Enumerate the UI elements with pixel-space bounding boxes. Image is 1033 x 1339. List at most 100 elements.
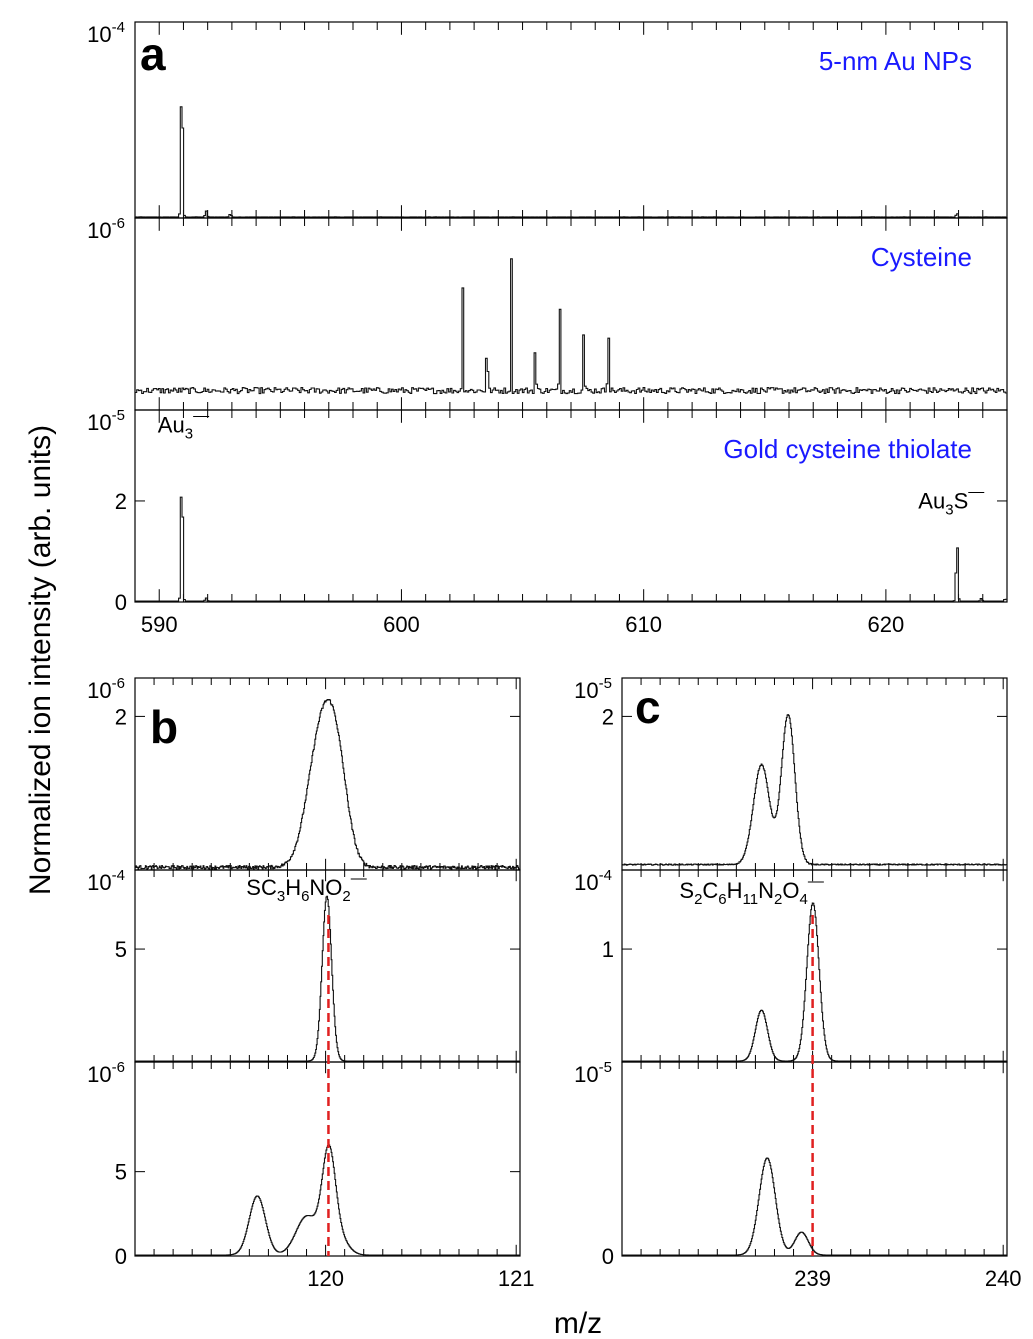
spectrum-trace [622, 1157, 1007, 1256]
peak-label-sub5: 4 [799, 891, 807, 908]
y-exponent-label: 10-6 [87, 1059, 125, 1087]
x-tick-label: 620 [868, 612, 905, 637]
spectrum-trace [135, 1144, 520, 1256]
y-exponent-power: -5 [599, 1059, 612, 1076]
subplot-a-2: 10-6 Cysteine [87, 215, 1008, 411]
peak-label-charge: — [193, 408, 209, 425]
y-tick-label: 5 [115, 937, 127, 962]
y-tick-label: 2 [115, 704, 127, 729]
peak-label-sub: 2 [694, 891, 702, 908]
y-exponent-power: -6 [112, 215, 125, 232]
y-tick-label: 1 [602, 937, 614, 962]
subplot-c-3: 0 10-5 [574, 1059, 1008, 1269]
peak-label-sub: 3 [945, 502, 953, 519]
peak-label-sub3: 11 [743, 891, 759, 908]
subplot-title: Cysteine [871, 242, 972, 272]
peak-label-tail: C [702, 878, 718, 903]
peak-label-base: Au [918, 489, 945, 514]
peak-label: Au3— [158, 408, 209, 443]
subplot-frame [621, 1061, 1008, 1257]
subplot-b-3: 0 5 10-6 [87, 1059, 521, 1269]
y-exponent-label: 10-6 [87, 215, 125, 243]
peak-label-tail2: H [727, 878, 743, 903]
peak-label: Au3S— [918, 484, 984, 519]
y-exponent-label: 10-5 [574, 675, 612, 703]
subplot-b-1: 210-6 [87, 675, 521, 871]
subplot-frame [134, 677, 521, 871]
peak-label-tail2: NO [309, 875, 342, 900]
subplot-title: 5-nm Au NPs [819, 46, 972, 76]
peak-label-sub: 3 [185, 426, 193, 443]
y-exponent-power: -6 [112, 1059, 125, 1076]
y-exponent-base: 10 [87, 1062, 111, 1087]
spectrum-trace [135, 258, 1008, 395]
x-tick-label: 240 [985, 1266, 1022, 1291]
peak-label: SC3H6NO2— [246, 870, 366, 905]
y-tick-label: 2 [602, 704, 614, 729]
y-tick-label: 2 [115, 489, 127, 514]
y-exponent-power: -5 [112, 407, 125, 424]
peak-label-charge: — [968, 484, 984, 501]
panel-letter: b [150, 701, 178, 753]
x-tick-label: 120 [307, 1266, 344, 1291]
y-exponent-label: 10-4 [574, 867, 612, 895]
subplot-c-1: 210-5 [574, 675, 1008, 871]
y-exponent-power: -4 [112, 867, 125, 884]
y-tick-label: 0 [602, 1244, 614, 1269]
peak-label-charge: — [808, 873, 824, 890]
y-exponent-label: 10-5 [574, 1059, 612, 1087]
y-tick-label: 0 [115, 1244, 127, 1269]
peak-label-base: S [679, 878, 694, 903]
spectrum-trace [622, 714, 1007, 866]
subplot-a-1: 10-4 5-nm Au NPs [87, 19, 1008, 219]
y-exponent-base: 10 [87, 410, 111, 435]
peak-label-tail: S [954, 489, 969, 514]
y-axis-label: Normalized ion intensity (arb. units) [24, 425, 57, 895]
y-exponent-base: 10 [87, 870, 111, 895]
x-tick-label: 239 [794, 1266, 831, 1291]
y-exponent-power: -4 [112, 19, 125, 36]
y-exponent-label: 10-6 [87, 675, 125, 703]
y-exponent-label: 10-4 [87, 867, 125, 895]
peak-label-charge: — [351, 870, 367, 887]
peak-label-tail: H [285, 875, 301, 900]
peak-label-tail4: O [782, 878, 799, 903]
spectrum-trace [135, 496, 1008, 602]
y-exponent-label: 10-4 [87, 19, 125, 47]
peak-label-sub2: 6 [301, 888, 309, 905]
peak-label-sub: 3 [277, 888, 285, 905]
panel-letter: a [140, 28, 166, 80]
y-tick-label: 5 [115, 1160, 127, 1185]
peak-label-base: Au [158, 413, 185, 438]
peak-label: S2C6H11N2O4— [679, 873, 823, 908]
x-tick-label: 610 [625, 612, 662, 637]
panel-letter: c [635, 681, 661, 733]
spectrum-trace [135, 895, 520, 1062]
subplot-title: Gold cysteine thiolate [723, 434, 972, 464]
y-exponent-base: 10 [574, 678, 598, 703]
y-exponent-power: -5 [599, 675, 612, 692]
spectrum-trace [135, 698, 521, 870]
x-tick-label: 590 [141, 612, 178, 637]
spectrum-trace [135, 106, 1008, 218]
peak-label-sub4: 2 [774, 891, 782, 908]
y-exponent-base: 10 [574, 1062, 598, 1087]
peak-label-sub2: 6 [718, 891, 726, 908]
spectrum-trace [622, 902, 1007, 1062]
peak-label-base: SC [246, 875, 277, 900]
y-exponent-power: -6 [112, 675, 125, 692]
y-tick-label: 0 [115, 590, 127, 615]
y-exponent-base: 10 [87, 218, 111, 243]
subplot-c-2: 1 10-4 S2C6H11N2O4— [574, 867, 1008, 1063]
peak-label-sub3: 2 [342, 888, 350, 905]
y-exponent-power: -4 [599, 867, 612, 884]
subplot-frame [621, 677, 1008, 871]
x-tick-label: 600 [383, 612, 420, 637]
y-exponent-base: 10 [574, 870, 598, 895]
subplot-b-2: 5 10-4 SC3H6NO2— [87, 867, 521, 1063]
